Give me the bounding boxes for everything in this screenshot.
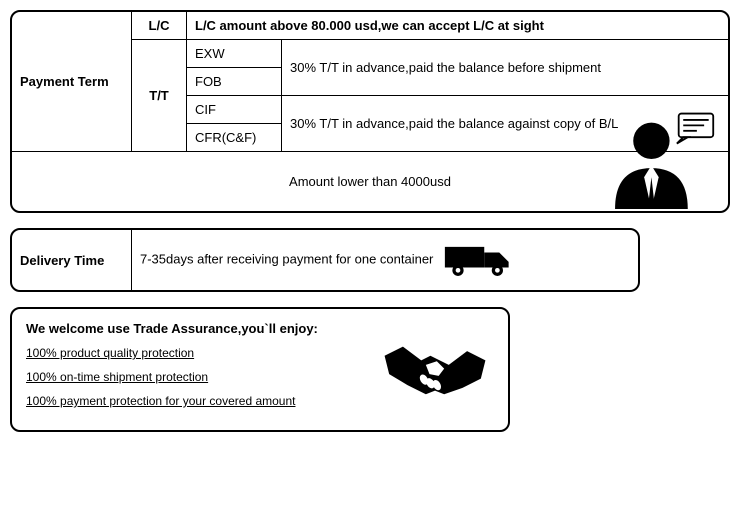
handshake-icon	[380, 327, 490, 412]
term-cfr: CFR(C&F)	[187, 124, 282, 151]
tt-advance-text: 30% T/T in advance,paid the balance befo…	[282, 40, 728, 96]
term-exw: EXW	[187, 40, 282, 68]
delivery-label: Delivery Time	[12, 230, 132, 290]
payment-term-label: Payment Term	[12, 12, 132, 151]
lc-text: L/C amount above 80.000 usd,we can accep…	[187, 12, 728, 40]
delivery-time-table: Delivery Time 7-35days after receiving p…	[10, 228, 640, 292]
payment-term-table: Payment Term L/C L/C amount above 80.000…	[10, 10, 730, 213]
businessman-icon	[603, 109, 718, 209]
truck-icon	[443, 240, 518, 280]
lc-code: L/C	[132, 12, 187, 40]
assurance-box: We welcome use Trade Assurance,you`ll en…	[10, 307, 510, 432]
delivery-text: 7-35days after receiving payment for one…	[140, 251, 433, 266]
low-amount-text: Amount lower than 4000usd	[289, 174, 451, 189]
term-fob: FOB	[187, 68, 282, 96]
tt-code: T/T	[132, 40, 187, 151]
term-cif: CIF	[187, 96, 282, 124]
